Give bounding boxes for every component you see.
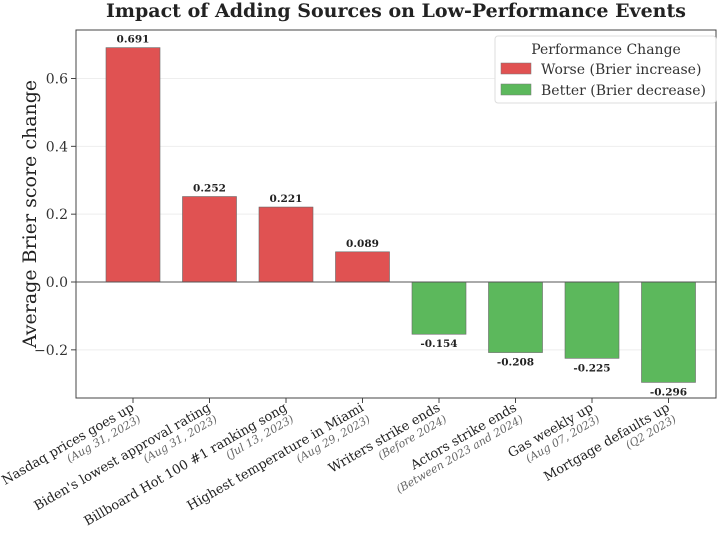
y-tick-label: 0.0 [46, 275, 68, 291]
legend-swatch-worse [500, 62, 532, 75]
legend-label-better: Better (Brier decrease) [541, 83, 706, 99]
data-label: 0.221 [270, 193, 303, 205]
data-label: -0.154 [420, 338, 457, 350]
bar [641, 281, 696, 383]
x-axis-ticks: Nasdaq prices goes up(Aug 31, 2023)Biden… [0, 398, 679, 529]
bar [488, 281, 543, 353]
y-tick-label: −0.2 [34, 343, 68, 359]
bar [258, 206, 314, 283]
data-label: 0.252 [193, 183, 226, 195]
data-label: -0.225 [573, 362, 610, 374]
y-tick-label: 0.6 [46, 72, 68, 88]
bars: 0.691 0.252 0.221 0.089 -0.154 -0.208 -0.225 -0… [105, 34, 696, 398]
bar [564, 281, 620, 359]
bar [182, 196, 237, 283]
data-label: -0.208 [497, 357, 534, 369]
y-axis-label: Average Brier score change [19, 80, 41, 349]
legend-title: Performance Change [531, 42, 681, 58]
bar [335, 251, 390, 283]
legend-label-worse: Worse (Brier increase) [541, 62, 701, 78]
bar [411, 281, 467, 335]
data-label: -0.296 [650, 386, 687, 398]
bar [105, 47, 161, 283]
legend: Performance Change Worse (Brier increase… [494, 35, 717, 104]
legend-box [494, 35, 717, 104]
data-label: 0.089 [346, 238, 379, 250]
y-tick-label: 0.2 [46, 207, 68, 223]
y-axis-ticks: −0.2 0.0 0.2 0.4 0.6 [34, 72, 76, 359]
x-tick-label-name: Nasdaq prices goes up [0, 400, 137, 488]
grid [76, 78, 716, 351]
data-label: 0.691 [117, 34, 150, 46]
legend-swatch-better [500, 83, 532, 96]
chart-title: Impact of Adding Sources on Low-Performa… [106, 0, 686, 22]
y-tick-label: 0.4 [46, 139, 68, 155]
